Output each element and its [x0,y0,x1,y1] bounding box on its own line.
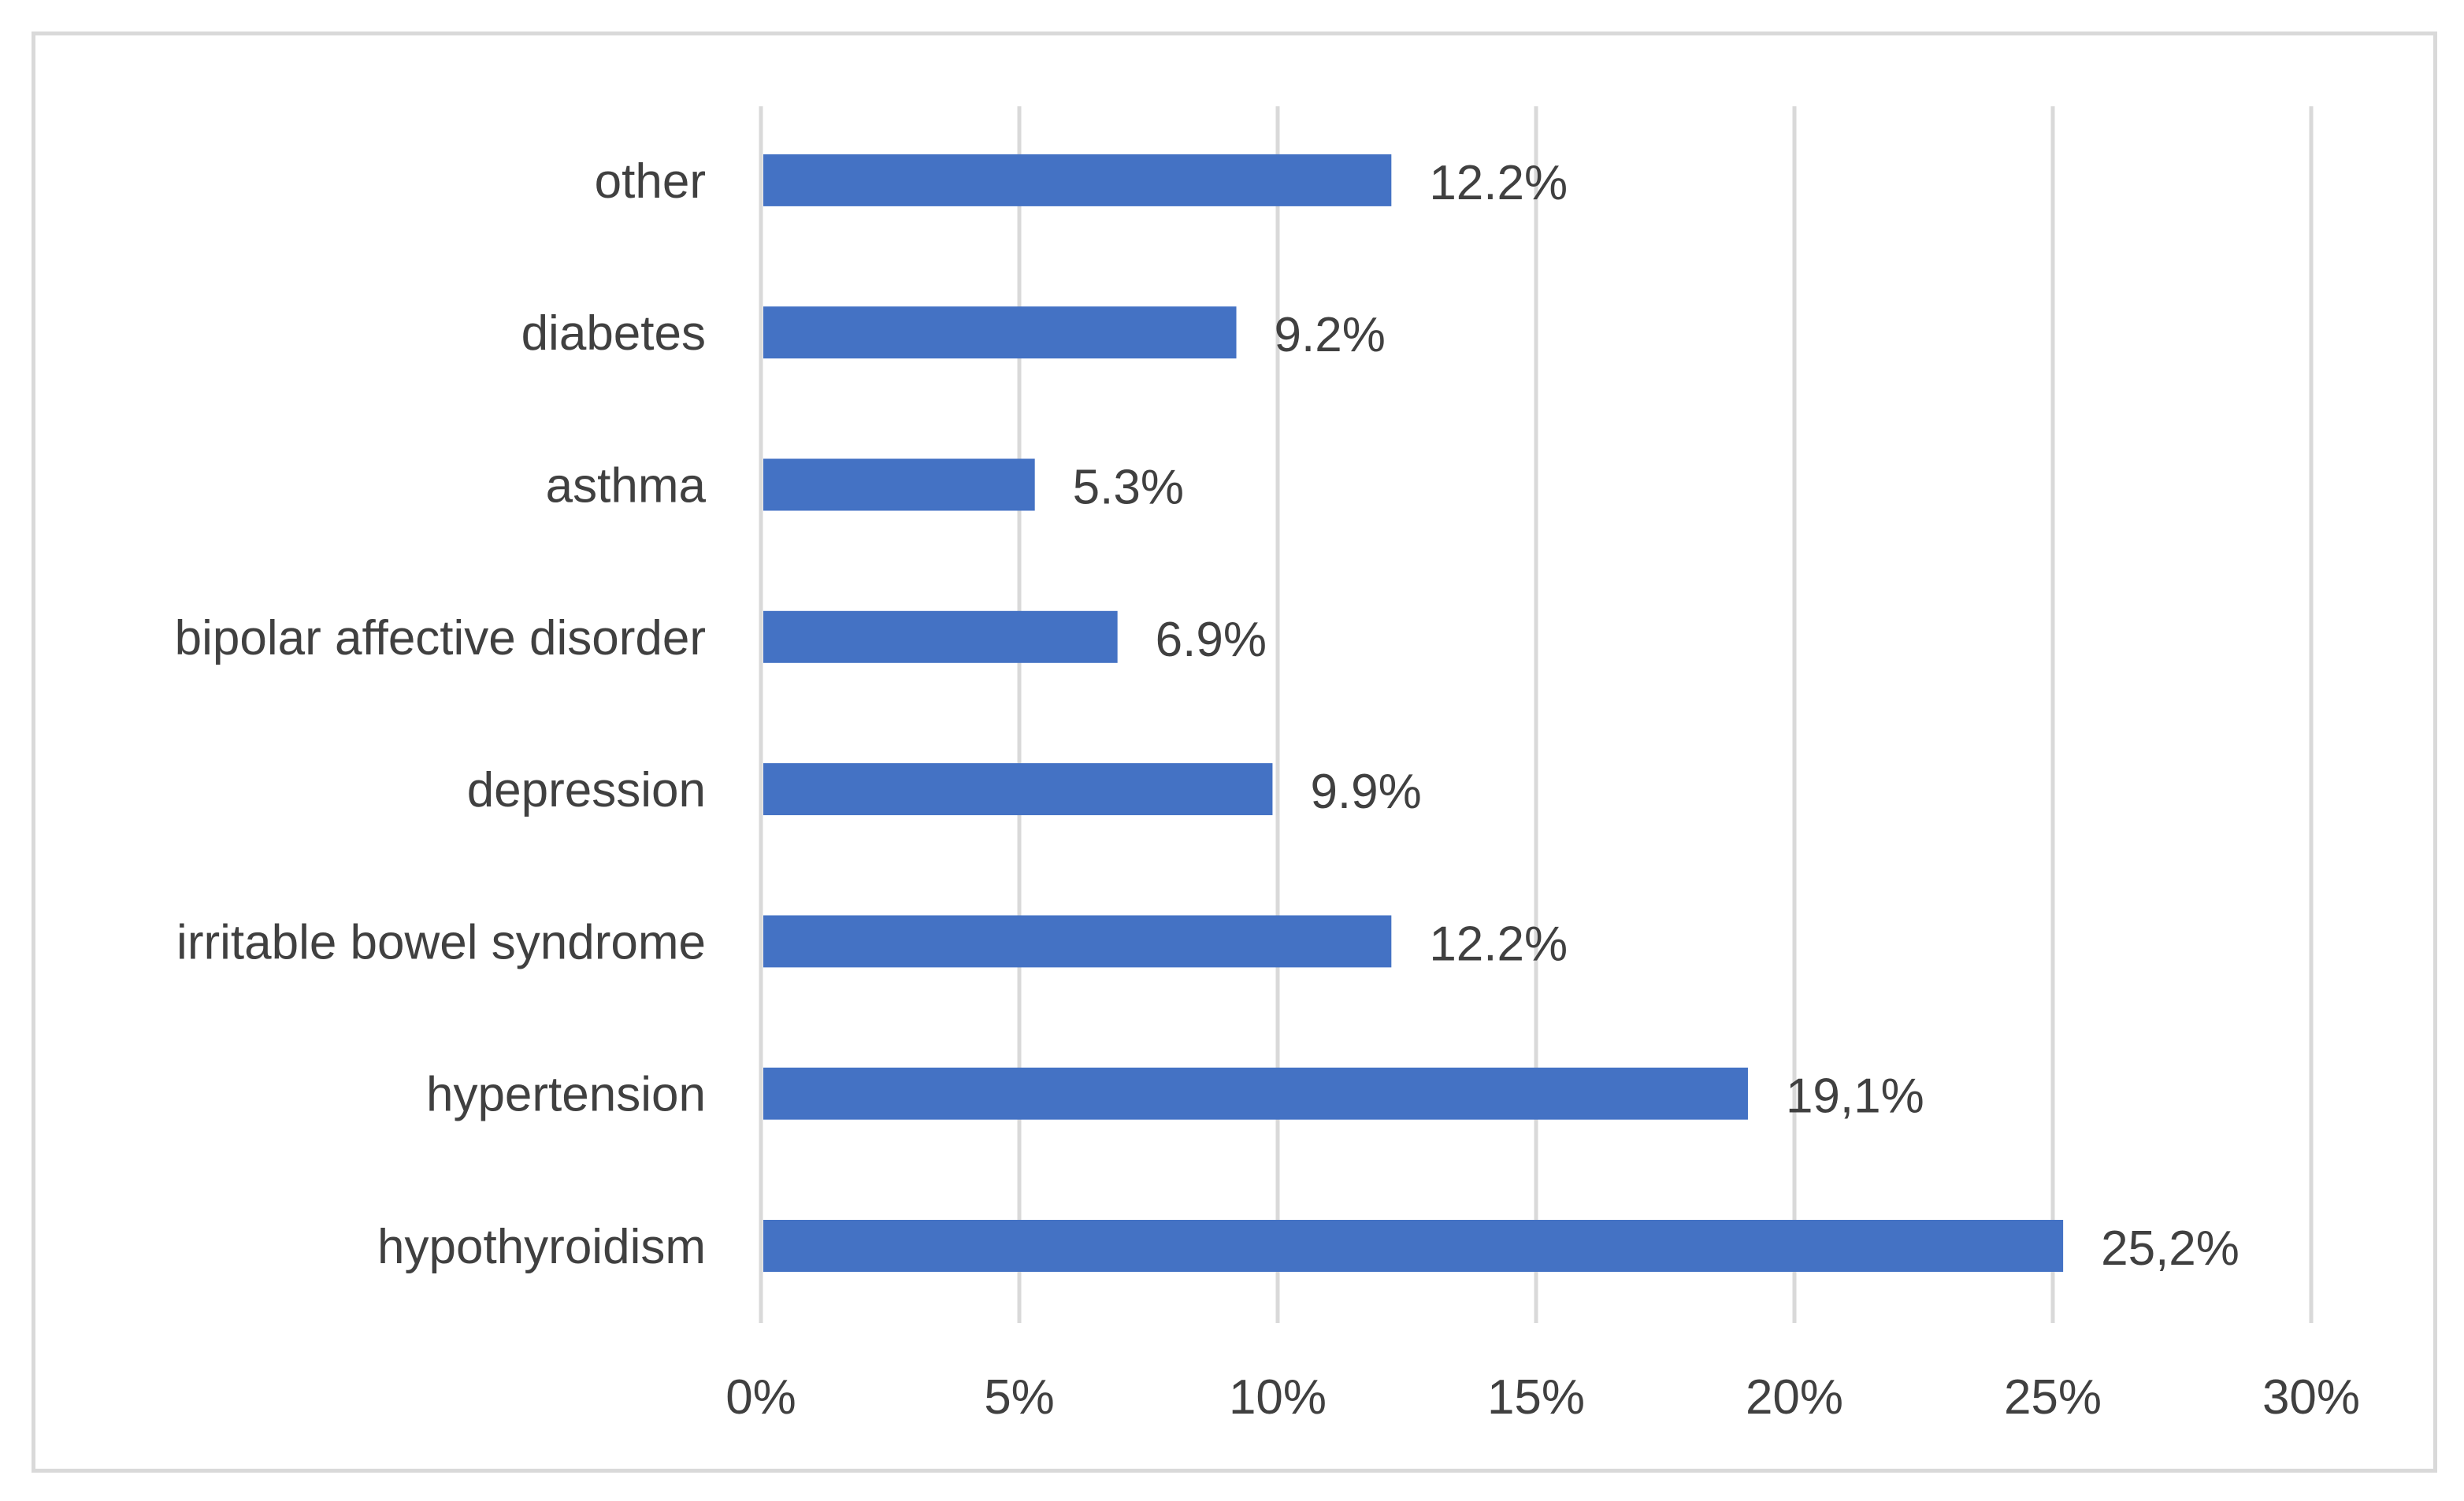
data-label: 9.9% [1310,765,1421,819]
data-label: 6.9% [1156,613,1267,667]
data-label: 12.2% [1429,917,1568,971]
category-label: bipolar affective disorder [175,611,706,665]
category-label: asthma [546,459,707,513]
x-tick-label: 10% [1229,1370,1327,1425]
bar-bipolar-affective-disorder [763,610,1118,663]
x-tick-label: 25% [2004,1370,2102,1425]
data-label: 19,1% [1786,1069,1924,1124]
bar-asthma [763,458,1035,511]
bar-other [763,154,1392,206]
gridlines [759,106,2314,1323]
labels: 0% 5% 10% 15% 20% 25% 30% hypothyroidism 25,2% hy… [175,154,2360,1425]
bar-diabetes [763,306,1237,359]
bar-irritable-bowel-syndrome [763,915,1392,968]
bars [763,154,2064,1272]
x-tick-label: 5% [984,1370,1055,1425]
x-tick-label: 0% [725,1370,796,1425]
data-label: 5.3% [1073,461,1184,515]
data-label: 25,2% [2101,1221,2239,1276]
category-label: hypothyroidism [377,1220,706,1274]
x-tick-label: 15% [1487,1370,1585,1425]
category-label: irritable bowel syndrome [176,915,706,969]
bar-depression [763,763,1273,816]
x-tick-label: 20% [1746,1370,1843,1425]
category-label: hypertension [426,1068,706,1122]
data-label: 9.2% [1275,308,1386,362]
x-tick-label: 30% [2262,1370,2360,1425]
bar-hypothyroidism [763,1220,2064,1272]
category-label: depression [467,763,706,817]
bar-hypertension [763,1067,1748,1120]
category-label: diabetes [521,306,706,361]
category-label: other [595,154,706,209]
data-label: 12.2% [1429,156,1568,210]
